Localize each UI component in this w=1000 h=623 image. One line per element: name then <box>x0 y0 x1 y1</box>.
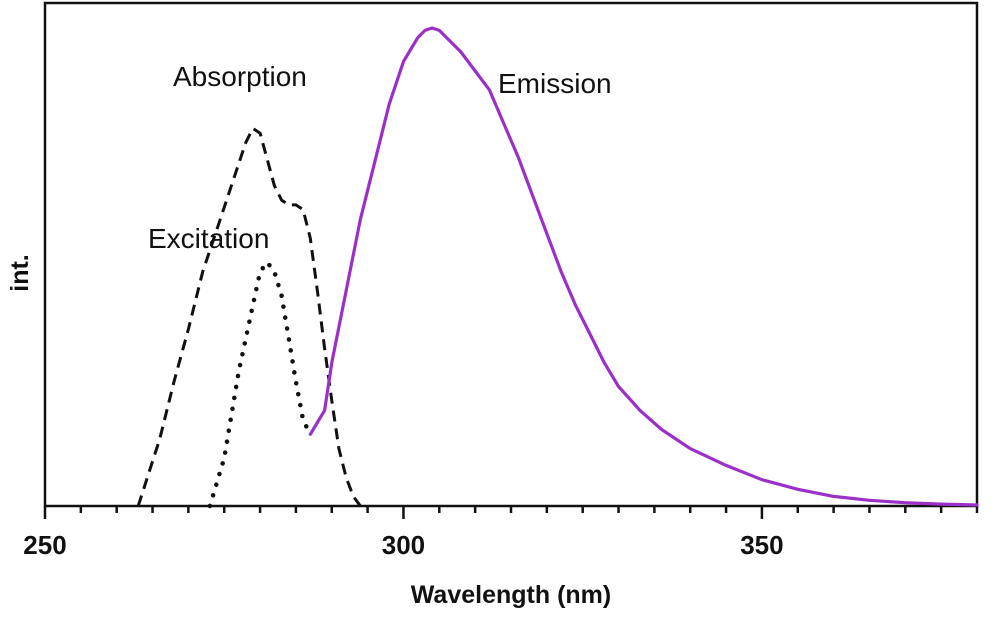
series-lines <box>136 26 979 509</box>
x-minor-ticks <box>79 506 979 513</box>
x-major-ticks <box>43 506 764 519</box>
x-axis-label: Wavelength (nm) <box>411 581 611 609</box>
series-line-absorption <box>136 126 362 507</box>
y-axis-label: int. <box>6 254 34 292</box>
series-line-emission <box>308 26 979 507</box>
series-labels: Absorption Excitation Emission <box>148 61 612 254</box>
x-tick-label: 350 <box>740 530 783 560</box>
x-tick-label: 300 <box>382 530 425 560</box>
x-tick-labels: 250 300 350 <box>23 530 783 560</box>
series-label-emission: Emission <box>498 68 612 99</box>
series-line-excitation <box>207 259 313 509</box>
series-label-excitation: Excitation <box>148 223 269 254</box>
x-tick-label: 250 <box>23 530 66 560</box>
series-label-absorption: Absorption <box>173 61 307 92</box>
